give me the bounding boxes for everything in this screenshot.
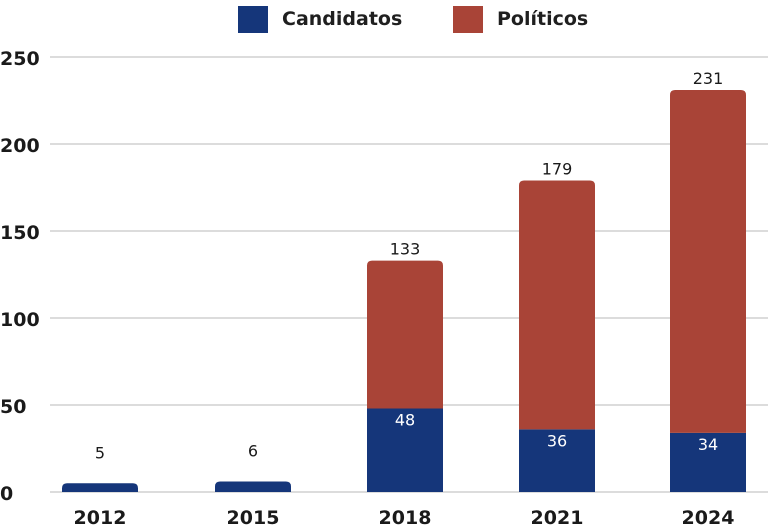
bar-candidatos-2021 — [519, 429, 595, 492]
bar-politicos-2021 — [519, 180, 595, 430]
x-tick-label-2018: 2018 — [379, 507, 432, 527]
data-label-total-2024: 231 — [693, 69, 724, 88]
legend-swatch-politicos — [453, 5, 483, 33]
bar-candidatos-2018 — [367, 408, 443, 492]
bar-candidatos-2024 — [670, 432, 746, 492]
legend-label-politicos: Políticos — [497, 8, 589, 30]
data-label-total-2018: 133 — [390, 240, 421, 259]
legend-item-politicos: Políticos — [453, 4, 588, 34]
legend-swatch-candidatos — [238, 5, 268, 33]
y-tick-label-200: 200 — [0, 135, 40, 157]
bar-candidatos-2015 — [215, 481, 291, 492]
data-label-value-2015: 6 — [248, 442, 258, 461]
data-label-total-2021: 179 — [542, 160, 573, 179]
legend-item-candidatos: Candidatos — [238, 4, 402, 34]
bar-candidatos-2012 — [62, 483, 138, 492]
y-tick-label-250: 250 — [0, 48, 40, 70]
data-label-value-2012: 5 — [95, 443, 105, 462]
x-tick-label-2024: 2024 — [682, 507, 735, 527]
bar-politicos-2024 — [670, 90, 746, 433]
data-label-candidatos-2018: 48 — [395, 410, 415, 429]
legend-label-candidatos: Candidatos — [282, 8, 403, 30]
y-tick-label-100: 100 — [0, 309, 40, 331]
x-tick-label-2015: 2015 — [227, 507, 280, 527]
y-tick-label-150: 150 — [0, 222, 40, 244]
x-tick-label-2021: 2021 — [531, 507, 584, 527]
bar-politicos-2018 — [367, 260, 443, 409]
y-tick-label-0: 0 — [0, 483, 13, 505]
x-tick-label-2012: 2012 — [74, 507, 127, 527]
data-label-candidatos-2021: 36 — [547, 431, 567, 450]
legend: Candidatos Políticos — [0, 4, 768, 34]
y-tick-label-50: 50 — [0, 396, 26, 418]
data-label-candidatos-2024: 34 — [698, 435, 718, 454]
